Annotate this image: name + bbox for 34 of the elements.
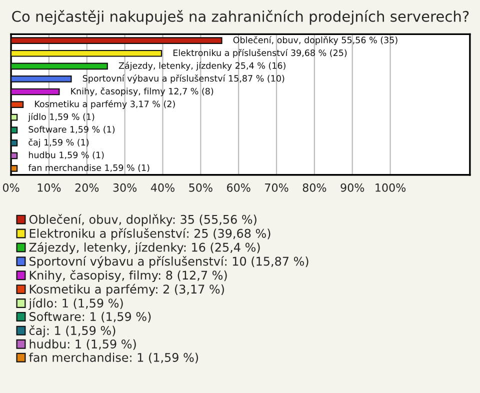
x-tick-label: 0% [2, 183, 20, 192]
chart-title: Co nejčastěji nakupuješ na zahraničních prodejních serverech? [12, 10, 469, 25]
data-label: čaj 1,59 % (1) [28, 138, 89, 148]
data-label: Sportovní výbavu a příslušenství 15,87 % (10) [82, 74, 284, 84]
data-label: Software 1,59 % (1) [28, 126, 115, 134]
legend-label: čaj: 1 (1,59 %) [29, 325, 116, 338]
x-tick-label: 30% [113, 183, 137, 192]
x-tick-label: 50% [189, 183, 212, 192]
legend-label: Software: 1 (1,59 %) [30, 312, 151, 322]
legend-label: Oblečení, obuv, doplňky: 35 (55,56 %) [29, 214, 256, 226]
data-label: Oblečení, obuv, doplňky 55,56 % (35) [233, 36, 398, 45]
legend-label: Zájezdy, letenky, jízdenky: 16 (25,4 %) [29, 242, 260, 254]
x-tick-label: 60% [227, 183, 250, 192]
x-tick-label: 40% [150, 183, 174, 192]
legend-label: jídlo: 1 (1,59 %) [28, 298, 123, 310]
data-label: Zájezdy, letenky, jízdenky 25,4 % (16) [118, 62, 286, 71]
legend-label: hudbu: 1 (1,59 %) [30, 339, 136, 350]
x-tick-label: 20% [75, 183, 99, 192]
legend-label: Sportovní výbavu a příslušenství: 10 (15,87 %) [30, 256, 308, 268]
legend-label: Elektroniku a příslušenství: 25 (39,68 %) [30, 228, 270, 240]
data-label: Knihy, časopisy, filmy 12,7 % (8) [71, 87, 214, 96]
x-tick-label: 10% [38, 183, 61, 192]
legend-label: Kosmetiku a parfémy: 2 (3,17 %) [30, 284, 224, 296]
data-label: hudbu 1,59 % (1) [28, 151, 104, 160]
data-label: Elektroniku a příslušenství 39,68 % (25) [173, 48, 347, 58]
x-tick-label: 70% [265, 183, 288, 192]
x-tick-label: 80% [302, 183, 326, 192]
legend-label: fan merchandise: 1 (1,59 %) [29, 352, 198, 364]
data-label: jídlo 1,59 % (1) [28, 112, 94, 122]
x-tick-label: 100% [376, 183, 406, 192]
data-label: Kosmetiku a parfémy 3,17 % (2) [35, 100, 175, 109]
x-tick-label: 90% [340, 183, 364, 192]
data-label: fan merchandise 1,59 % (1) [28, 164, 150, 172]
legend-label: Knihy, časopisy, filmy: 8 (12,7 %) [30, 270, 227, 282]
